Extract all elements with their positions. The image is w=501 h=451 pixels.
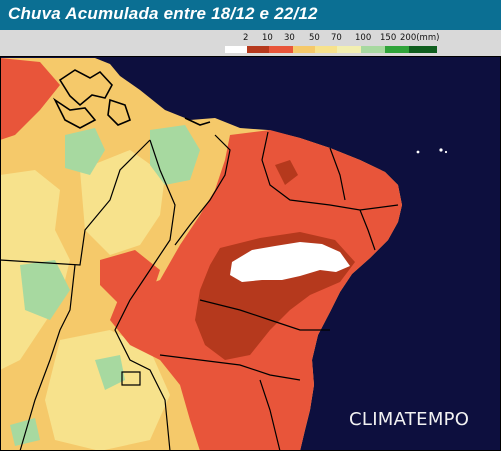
border-line-3 bbox=[114, 139, 176, 451]
legend-swatch-2-10 bbox=[247, 46, 269, 53]
rainfall-map bbox=[0, 56, 501, 451]
legend-swatch-lt2 bbox=[225, 46, 247, 53]
rain-lt2-area bbox=[230, 242, 350, 282]
border-line-2 bbox=[19, 264, 76, 451]
legend-label-30: 30 bbox=[284, 33, 295, 43]
border-line-8 bbox=[159, 354, 301, 381]
rain-10-30-northwest bbox=[0, 58, 60, 140]
border-line-4 bbox=[174, 134, 231, 246]
legend-swatch-50-70 bbox=[315, 46, 337, 53]
border-line-df bbox=[121, 371, 141, 386]
legend-swatch-150-200 bbox=[385, 46, 409, 53]
legend-label-150: 150 bbox=[380, 33, 397, 43]
border-line-9 bbox=[259, 379, 281, 451]
map-canvas bbox=[0, 56, 501, 451]
rain-100-150-patch-1 bbox=[65, 128, 105, 175]
legend-swatch-10-30 bbox=[269, 46, 293, 53]
legend-label-10: 10 bbox=[262, 33, 273, 43]
island-dot-2 bbox=[439, 148, 443, 152]
rain-100-150-patch-3 bbox=[20, 260, 70, 320]
rain-50-70-south bbox=[45, 330, 170, 451]
rain-100-150-patch-4 bbox=[95, 355, 125, 390]
color-legend: 2 10 30 50 70 100 150 200(mm) bbox=[0, 30, 501, 56]
island-dot-1 bbox=[416, 150, 420, 154]
island-dot-3 bbox=[444, 150, 448, 154]
amazon-delta bbox=[52, 69, 211, 129]
delta-island-3 bbox=[107, 98, 131, 126]
legend-label-2: 2 bbox=[243, 33, 249, 43]
climatempo-logo: CLIMATEMPO bbox=[349, 409, 470, 430]
delta-island-2 bbox=[52, 97, 97, 129]
coast-line-1 bbox=[184, 117, 211, 126]
legend-label-200: 200(mm) bbox=[400, 33, 440, 43]
offshore-islands bbox=[416, 148, 448, 154]
legend-label-100: 100 bbox=[355, 33, 372, 43]
map-title: Chuva Acumulada entre 18/12 e 22/12 bbox=[8, 4, 318, 23]
border-line-7 bbox=[199, 299, 330, 331]
legend-label-70: 70 bbox=[331, 33, 342, 43]
border-line-1 bbox=[0, 139, 151, 266]
rain-10-30-center bbox=[100, 250, 160, 305]
rain-2-10-north bbox=[275, 160, 298, 185]
delta-island-1 bbox=[58, 69, 113, 107]
rain-100-150-patch-2 bbox=[150, 125, 200, 185]
state-borders bbox=[0, 131, 399, 451]
title-bar: Chuva Acumulada entre 18/12 e 22/12 bbox=[0, 0, 501, 31]
legend-swatch-30-50 bbox=[293, 46, 315, 53]
legend-label-50: 50 bbox=[309, 33, 320, 43]
legend-swatch-70-100 bbox=[337, 46, 361, 53]
legend-swatch-gt200 bbox=[409, 46, 437, 53]
border-line-6 bbox=[329, 147, 346, 201]
legend-swatch-100-150 bbox=[361, 46, 385, 53]
border-line-10 bbox=[359, 209, 376, 251]
rain-50-70-center bbox=[80, 150, 165, 255]
